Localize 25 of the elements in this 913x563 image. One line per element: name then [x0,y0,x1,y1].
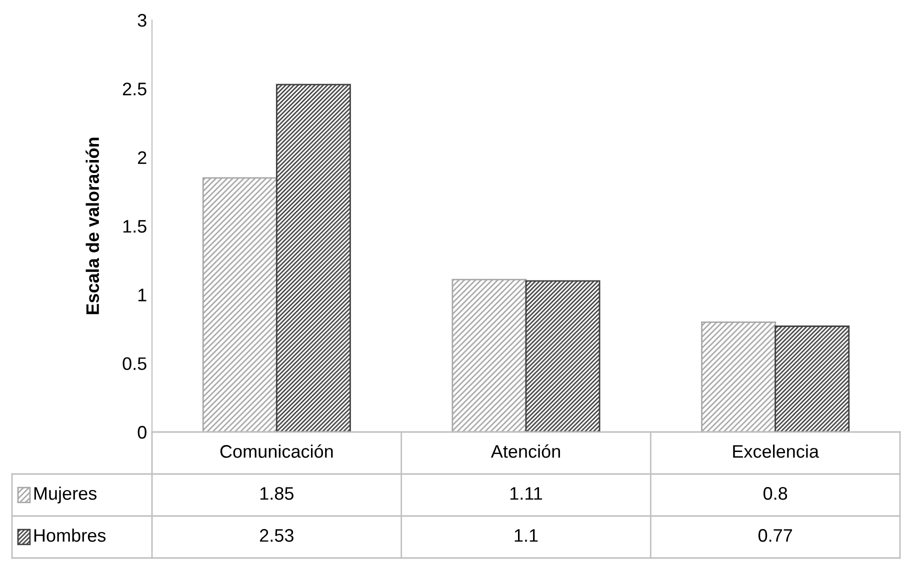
legend-label: Hombres [34,528,106,542]
data-label: 1.85 [260,487,294,500]
y-tick-label: 3 [138,14,146,27]
bar [202,177,278,432]
data-label: 0.8 [763,487,788,500]
y-tick-label: 2.5 [122,82,146,96]
bar [774,326,850,432]
y-tick-label: 2 [138,151,146,164]
data-label: 1.1 [514,529,538,542]
data-label: 1.11 [510,487,542,500]
x-tick-label: Comunicación [220,444,333,458]
y-tick-label: 1.5 [123,220,146,233]
y-tick-label: 1 [138,288,146,302]
y-tick-label: 0 [138,426,146,439]
legend-label: Mujeres [34,486,97,504]
bar [701,321,776,432]
bar [452,278,527,432]
data-label: 2.53 [260,529,294,542]
x-tick-label: Atención [490,444,560,458]
bar [525,280,600,432]
y-axis-title: Escala de valoración [86,138,100,314]
bar [276,84,351,432]
data-label: 0.77 [758,529,792,542]
x-tick-label: Excelencia [733,444,819,458]
y-tick-label: 0.5 [122,357,146,370]
